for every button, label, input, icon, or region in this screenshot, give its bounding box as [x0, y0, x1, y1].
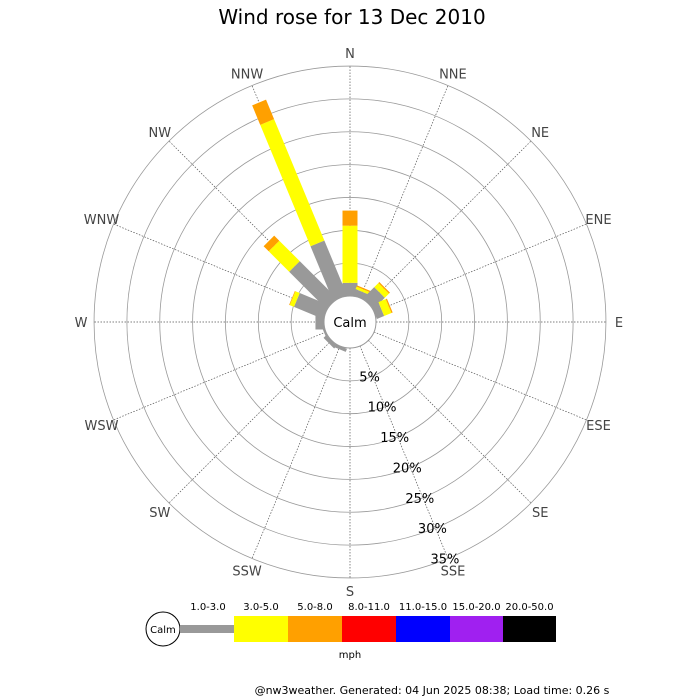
- footer-text: @nw3weather. Generated: 04 Jun 2025 08:3…: [255, 684, 610, 697]
- ring-label-10: 10%: [368, 401, 397, 416]
- grid-layer: [93, 65, 607, 579]
- bar-nnw-1.0-3.0: [310, 240, 347, 301]
- direction-label-ese: ESE: [586, 419, 611, 434]
- direction-label-ene: ENE: [585, 213, 611, 228]
- spoke-sse: [359, 345, 449, 559]
- spoke-nne: [359, 85, 449, 299]
- legend: Calm 1.0-3.0 3.0-5.0 5.0-8.0 8.0-11.0 11.0-15…: [145, 602, 556, 661]
- ring-label-25: 25%: [405, 492, 434, 507]
- direction-label-sw: SW: [149, 506, 170, 521]
- ring-15-percent: [225, 197, 475, 447]
- ring-label-35: 35%: [430, 552, 459, 567]
- bar-nnw-3.0-5.0: [260, 119, 325, 247]
- bar-nw-1.0-3.0: [289, 261, 337, 309]
- direction-label-se: SE: [532, 506, 548, 521]
- bar-ene-3.0-5.0: [378, 299, 392, 316]
- bar-nw-3.0-5.0: [268, 240, 300, 272]
- bar-ene-5.0-8.0: [385, 298, 393, 313]
- direction-label-nw: NW: [149, 126, 172, 141]
- ring-35-percent: [93, 65, 607, 579]
- direction-label-w: W: [75, 316, 88, 331]
- calm-circle: [323, 295, 377, 349]
- direction-label-nne: NNE: [439, 68, 467, 83]
- bar-ne-3.0-5.0: [374, 282, 390, 298]
- legend-calm-label: Calm: [150, 625, 176, 636]
- ring-20-percent: [192, 164, 508, 480]
- bar-n-1.0-3.0: [342, 282, 358, 296]
- ring-label-5: 5%: [359, 370, 380, 385]
- calm-layer: Calm: [323, 295, 377, 349]
- bar-n-3.0-5.0: [342, 225, 358, 283]
- direction-label-ssw: SSW: [232, 564, 262, 579]
- direction-label-n: N: [345, 47, 355, 62]
- bar-wnw-3.0-5.0: [289, 291, 300, 307]
- legend-label-20.0-50.0: 20.0-50.0: [505, 602, 553, 613]
- ring-label-30: 30%: [418, 522, 447, 537]
- chart-title: Wind rose for 13 Dec 2010: [218, 5, 485, 29]
- spoke-nw: [168, 140, 332, 304]
- spoke-ese: [373, 331, 587, 421]
- spoke-sw: [168, 340, 332, 504]
- bar-wnw-5.0-8.0: [289, 291, 296, 306]
- direction-label-wsw: WSW: [85, 419, 119, 434]
- bar-nnw-5.0-8.0: [252, 99, 275, 125]
- legend-units: mph: [339, 650, 361, 661]
- legend-swatch-8.0-11.0: [342, 616, 396, 642]
- legend-label-1.0-3.0: 1.0-3.0: [190, 602, 225, 613]
- legend-swatch-1.0-3.0: [180, 625, 234, 633]
- bar-nw-5.0-8.0: [263, 235, 280, 252]
- direction-label-s: S: [346, 585, 354, 600]
- direction-label-e: E: [615, 316, 623, 331]
- bar-n-5.0-8.0: [342, 210, 358, 226]
- spoke-wnw: [113, 223, 327, 313]
- legend-swatch-3.0-5.0: [234, 616, 288, 642]
- legend-label-11.0-15.0: 11.0-15.0: [399, 602, 447, 613]
- ring-30-percent: [126, 98, 574, 546]
- legend-swatch-5.0-8.0: [288, 616, 342, 642]
- ring-25-percent: [159, 131, 541, 513]
- direction-label-nnw: NNW: [231, 68, 263, 83]
- legend-label-5.0-8.0: 5.0-8.0: [297, 602, 332, 613]
- bar-ene-1.0-3.0: [371, 302, 385, 319]
- spoke-wsw: [113, 331, 327, 421]
- bar-layer: [252, 99, 393, 352]
- spoke-ne: [368, 140, 532, 304]
- bar-nne-5.0-8.0: [356, 285, 371, 293]
- legend-label-15.0-20.0: 15.0-20.0: [452, 602, 500, 613]
- ring-label-20: 20%: [393, 461, 422, 476]
- direction-label-wnw: WNW: [84, 213, 120, 228]
- label-layer: N NNE NE ENE E ESE SE SSE S SSW SW WSW W WNW NW NNW 5% 10…: [75, 47, 623, 600]
- legend-swatch-11.0-15.0: [396, 616, 450, 642]
- bar-nne-3.0-5.0: [355, 286, 371, 295]
- bar-ne-5.0-8.0: [378, 282, 390, 294]
- bar-wnw-1.0-3.0: [293, 293, 329, 319]
- spoke-ene: [373, 223, 587, 313]
- spoke-se: [368, 340, 532, 504]
- legend-swatch-15.0-20.0: [450, 616, 503, 642]
- ring-label-15: 15%: [380, 431, 409, 446]
- legend-label-3.0-5.0: 3.0-5.0: [243, 602, 278, 613]
- direction-label-sse: SSE: [441, 564, 466, 579]
- legend-label-8.0-11.0: 8.0-11.0: [348, 602, 390, 613]
- calm-label: Calm: [333, 316, 366, 331]
- legend-swatch-20.0-50.0: [503, 616, 556, 642]
- direction-label-ne: NE: [531, 126, 549, 141]
- spoke-ssw: [251, 345, 341, 559]
